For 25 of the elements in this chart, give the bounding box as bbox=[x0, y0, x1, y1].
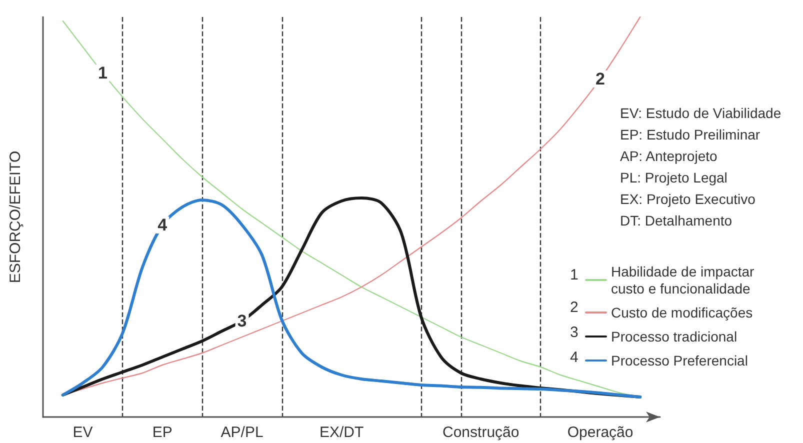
x-tick-label: Construção bbox=[442, 424, 520, 441]
text: 4 bbox=[570, 349, 578, 366]
annotation: EX: Projeto Executivo bbox=[620, 191, 756, 207]
legend-label: Processo Preferencial bbox=[611, 352, 748, 368]
annotation: PL: Projeto Legal bbox=[620, 170, 728, 186]
text: 3 bbox=[570, 324, 578, 341]
text: 1 bbox=[570, 266, 578, 284]
annotation: 3 bbox=[237, 312, 247, 330]
legend-label: Processo tradicional bbox=[611, 328, 738, 344]
legend-label: Custo de modificações bbox=[611, 304, 753, 320]
annotation: 4 bbox=[158, 216, 168, 234]
annotation: 2 bbox=[596, 70, 606, 88]
x-tick-label: EV bbox=[72, 424, 93, 441]
x-tick-label: EP bbox=[152, 424, 172, 441]
annotation: EV: Estudo de Viabilidade bbox=[620, 105, 782, 121]
legend-label: Habilidade de impactar custo e funcionalidade bbox=[611, 264, 758, 296]
x-tick-label: AP/PL bbox=[220, 424, 264, 441]
annotation: AP: Anteprojeto bbox=[620, 148, 718, 164]
y-axis-title: ESFORÇO/EFEITO bbox=[7, 150, 24, 284]
annotation: EP: Estudo Preiliminar bbox=[620, 126, 760, 142]
annotation: DT: Detalhamento bbox=[620, 212, 732, 228]
x-tick-label: Operação bbox=[567, 424, 634, 441]
x-tick-label: EX/DT bbox=[319, 424, 364, 441]
annotation: 1 bbox=[98, 64, 108, 82]
text: 2 bbox=[570, 299, 578, 316]
